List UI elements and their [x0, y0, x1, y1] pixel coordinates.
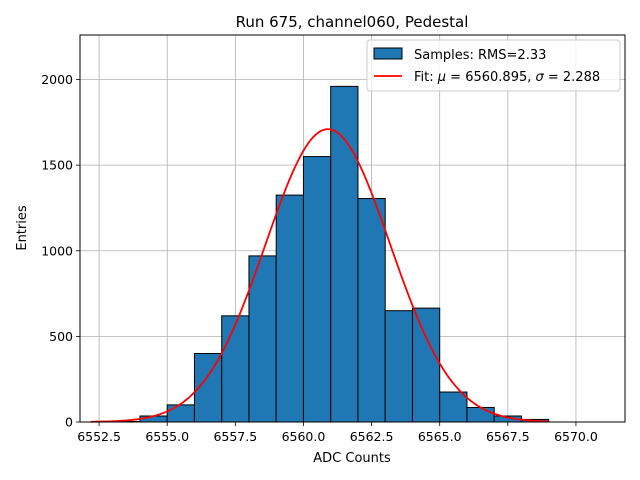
x-axis-label: ADC Counts [313, 451, 391, 466]
x-tick-label: 6565.0 [418, 429, 462, 444]
fit-curve [90, 128, 549, 423]
histogram-bar [384, 310, 413, 423]
y-tick-label: 0 [65, 415, 73, 430]
y-tick-label: 2000 [41, 72, 73, 87]
y-tick-label: 1000 [41, 243, 73, 258]
x-axis-ticks: 6552.5 6555.0 6557.5 6560.0 6562.5 6565.0 6567… [77, 422, 598, 444]
histogram-bar [466, 406, 495, 423]
histogram-bar [330, 85, 359, 423]
y-axis-ticks: 0 500 1000 1500 2000 [41, 72, 80, 430]
y-tick-label: 500 [49, 329, 73, 344]
legend-fit-label: Fit: μ = 6560.895, σ = 2.288 [414, 70, 600, 85]
histogram-bar [439, 391, 468, 423]
legend-box [366, 39, 621, 92]
legend-fit-sigma-symbol: σ [536, 70, 545, 85]
legend-fit-suffix: = 2.288 [544, 70, 600, 85]
x-tick-label: 6552.5 [77, 429, 121, 444]
x-tick-label: 6557.5 [213, 429, 257, 444]
legend: Samples: RMS=2.33 Fit: μ = 6560.895, σ =… [366, 39, 621, 92]
histogram-bar [357, 198, 386, 423]
histogram-bar [166, 404, 195, 423]
legend-samples-swatch [373, 47, 403, 60]
legend-fit-prefix: Fit: [414, 70, 438, 85]
legend-fit-mid: = 6560.895, [446, 70, 535, 85]
legend-samples-label: Samples: RMS=2.33 [414, 48, 546, 63]
histogram-bar [302, 156, 332, 423]
x-tick-label: 6567.5 [486, 429, 530, 444]
plot-frame [79, 34, 626, 423]
y-tick-label: 1500 [41, 158, 73, 173]
histogram-bar [248, 255, 277, 423]
fit-curve-layer [90, 128, 549, 423]
histogram-bar [411, 307, 441, 423]
x-tick-label: 6560.0 [282, 429, 326, 444]
chart-title: Run 675, channel060, Pedestal [236, 13, 469, 31]
x-tick-label: 6555.0 [145, 429, 189, 444]
legend-fit-mu-symbol: μ [437, 70, 446, 85]
x-tick-label: 6570.0 [554, 429, 598, 444]
y-axis-label: Entries [15, 205, 30, 251]
x-tick-label: 6562.5 [350, 429, 394, 444]
histogram-bar [275, 194, 304, 423]
histogram-bar [221, 315, 250, 423]
